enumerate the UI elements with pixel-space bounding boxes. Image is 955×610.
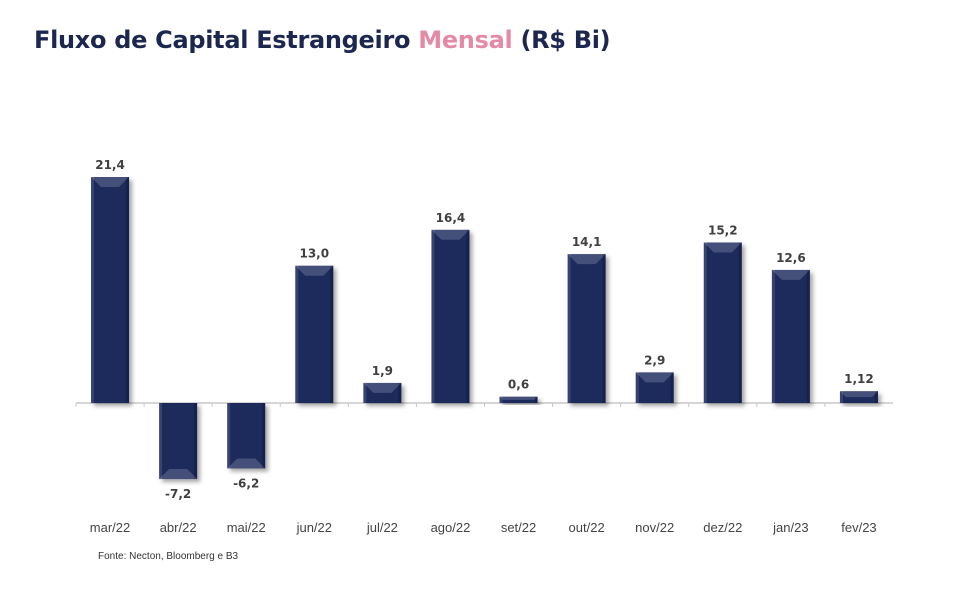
bar (159, 403, 198, 480)
bar-body (703, 242, 742, 403)
bar-edge-dark (398, 382, 402, 403)
category-label: jul/22 (366, 520, 398, 535)
bar (363, 382, 402, 403)
bar-edge (703, 242, 707, 403)
bar-body (499, 396, 538, 403)
value-label: 15,2 (708, 223, 738, 237)
bar (431, 229, 470, 403)
bar-body (91, 177, 130, 403)
bar-body (431, 229, 470, 403)
bar (499, 396, 538, 403)
bar-edge (839, 391, 843, 403)
bar-edge-dark (126, 177, 130, 403)
bar-edge-dark (806, 269, 810, 403)
bar-edge-dark (602, 254, 606, 403)
value-label: -7,2 (165, 487, 191, 501)
labels-group: 21,4 mar/22 -7,2 abr/22 -6,2 mai/22 13,0 jun/22… (90, 158, 877, 535)
bar-bevel (635, 372, 674, 383)
bar-bevel (839, 391, 878, 398)
bar-bevel (295, 265, 334, 276)
bar-edge-dark (874, 391, 878, 403)
chart-title: Fluxo de Capital Estrangeiro Mensal (R$ … (34, 26, 611, 54)
title-highlight: Mensal (418, 26, 513, 54)
bar-body (567, 254, 606, 403)
value-label: 1,12 (844, 372, 874, 386)
bar-edge-dark (262, 403, 266, 469)
bar-bevel (499, 396, 538, 400)
value-label: 1,9 (372, 364, 393, 378)
title-part2: (R$ Bi) (512, 26, 611, 54)
bar-bevel (363, 382, 402, 393)
bar-edge (363, 382, 367, 403)
category-label: jan/23 (772, 520, 808, 535)
bar-bevel (431, 229, 470, 240)
bar-body (635, 372, 674, 403)
bar-body (839, 391, 878, 403)
bar-bevel (91, 177, 130, 187)
category-label: out/22 (569, 520, 605, 535)
value-label: 0,6 (508, 378, 529, 392)
category-label: nov/22 (635, 520, 674, 535)
category-label: mar/22 (90, 520, 130, 535)
bar-edge-dark (194, 403, 198, 480)
category-label: abr/22 (160, 520, 197, 535)
bar-body (227, 403, 266, 469)
bar-edge (295, 265, 299, 403)
bar (771, 269, 810, 403)
bar (567, 254, 606, 403)
bar-bevel (227, 458, 266, 469)
bar (227, 403, 266, 469)
bar-edge-dark (466, 229, 470, 403)
bars-group (75, 177, 878, 480)
bar-bevel (771, 269, 810, 280)
value-label: 14,1 (572, 235, 602, 249)
value-label: 12,6 (776, 251, 806, 265)
bar-edge (499, 396, 503, 403)
bar-edge (431, 229, 435, 403)
bar-edge-dark (330, 265, 334, 403)
category-label: jun/22 (296, 520, 332, 535)
value-label: 16,4 (436, 211, 466, 225)
category-label: mai/22 (227, 520, 266, 535)
bar-body (159, 403, 198, 480)
bar-edge-dark (670, 372, 674, 403)
bar-edge-dark (534, 396, 538, 403)
category-label: dez/22 (703, 520, 742, 535)
value-label: 13,0 (299, 247, 329, 261)
category-label: set/22 (501, 520, 536, 535)
bar-edge (159, 403, 163, 480)
bar-bevel (703, 242, 742, 253)
value-label: 21,4 (95, 158, 125, 172)
bar-edge (91, 177, 95, 403)
title-part1: Fluxo de Capital Estrangeiro (34, 26, 419, 54)
category-label: ago/22 (431, 520, 471, 535)
category-label: fev/23 (841, 520, 876, 535)
value-label: 2,9 (644, 353, 665, 367)
source-note: Fonte: Necton, Bloomberg e B3 (98, 551, 239, 562)
bar-edge (771, 269, 775, 403)
bar (91, 177, 130, 403)
bar-edge (635, 372, 639, 403)
bar (635, 372, 674, 403)
bar-edge (227, 403, 231, 469)
bar-body (295, 265, 334, 403)
bar (703, 242, 742, 403)
bar-body (771, 269, 810, 403)
bar-edge-dark (738, 242, 742, 403)
bar-bevel (567, 254, 606, 265)
value-label: -6,2 (233, 476, 259, 490)
bar (295, 265, 334, 403)
bar-bevel (159, 469, 198, 480)
bar-edge (567, 254, 571, 403)
bar (839, 391, 878, 403)
bar-body (363, 382, 402, 403)
